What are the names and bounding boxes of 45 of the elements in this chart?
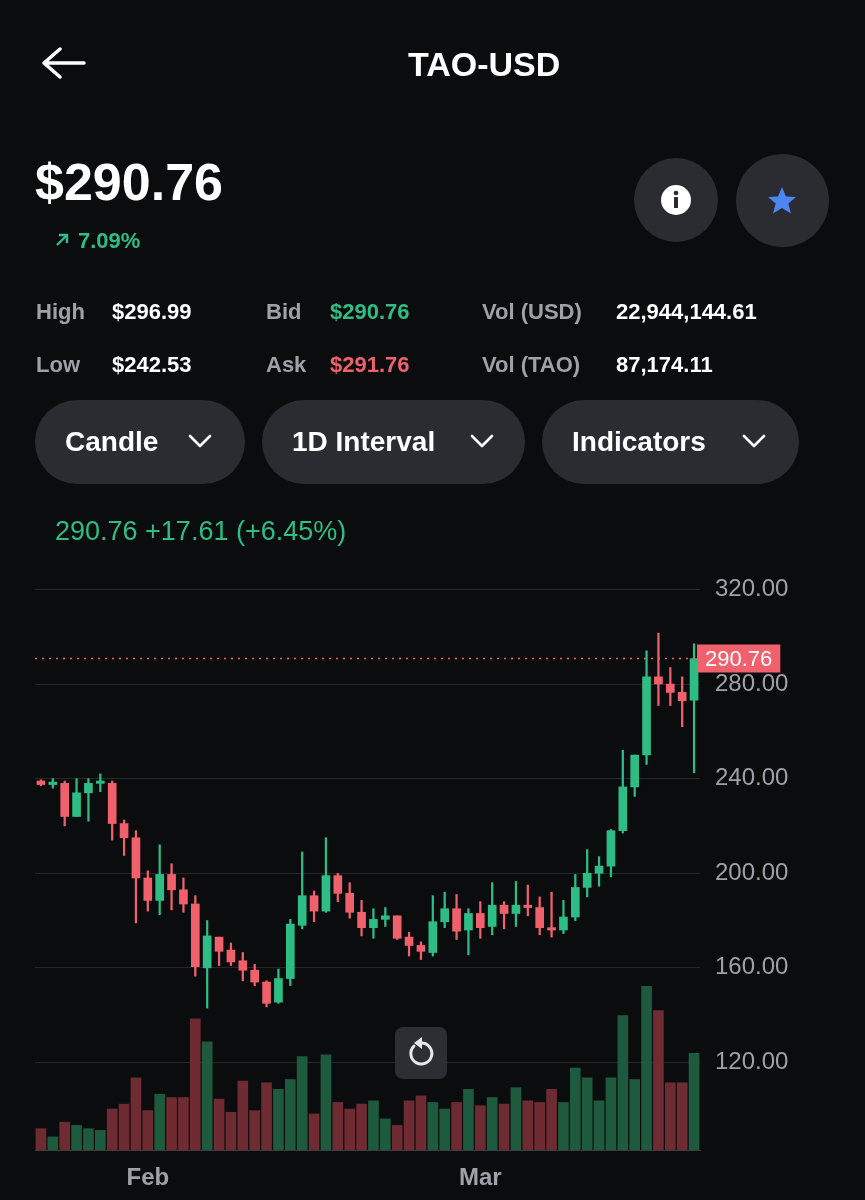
bar: [47, 1136, 59, 1150]
y-tick-label: 120.00: [715, 1047, 789, 1075]
bar: [308, 1113, 320, 1150]
text: Vol (USD): [482, 299, 582, 324]
text: $290.76: [35, 153, 223, 211]
text: Ask: [266, 352, 307, 377]
bar: [510, 1087, 522, 1150]
text: 22,944,144.61: [616, 299, 757, 324]
y-tick-label: 280.00: [715, 668, 789, 696]
text: $290.76: [330, 299, 410, 324]
bar: [463, 1088, 474, 1150]
chart-title: TAO-USD: [408, 45, 561, 83]
bar: [486, 1097, 498, 1150]
text: High: [36, 299, 85, 324]
x-tick-label: Feb: [126, 1163, 170, 1191]
text: Candle: [65, 426, 159, 457]
bar: [35, 1128, 47, 1150]
y-tick-label: 160.00: [715, 952, 789, 980]
bar: [201, 1041, 213, 1150]
text: Bid: [266, 299, 302, 324]
text: $296.99: [112, 299, 192, 324]
text: 1D Interval: [292, 426, 436, 457]
bar: [320, 1054, 332, 1150]
text: $291.76: [330, 352, 410, 377]
text: $242.53: [112, 352, 192, 377]
candlestick: [380, 907, 390, 927]
text: 87,174.11: [616, 352, 713, 377]
bar: [213, 1098, 225, 1150]
bar: [688, 1052, 700, 1150]
bar: [498, 1103, 510, 1150]
y-tick-label: 200.00: [715, 857, 789, 885]
text: Low: [36, 352, 80, 377]
text: 290.76 +17.61 (+6.45%): [55, 515, 347, 546]
y-tick-label: 240.00: [715, 763, 789, 791]
bar: [59, 1121, 71, 1150]
bar: [474, 1105, 486, 1150]
ref-line-label: 290.76: [705, 645, 773, 671]
bar: [451, 1102, 462, 1150]
bar: [154, 1093, 166, 1150]
text: 7.09%: [78, 228, 141, 253]
bar: [415, 1095, 427, 1150]
x-tick-label: Mar: [458, 1163, 502, 1191]
text: Vol (TAO): [482, 352, 581, 377]
text: Indicators: [572, 426, 706, 457]
y-tick-label: 320.00: [715, 574, 789, 602]
